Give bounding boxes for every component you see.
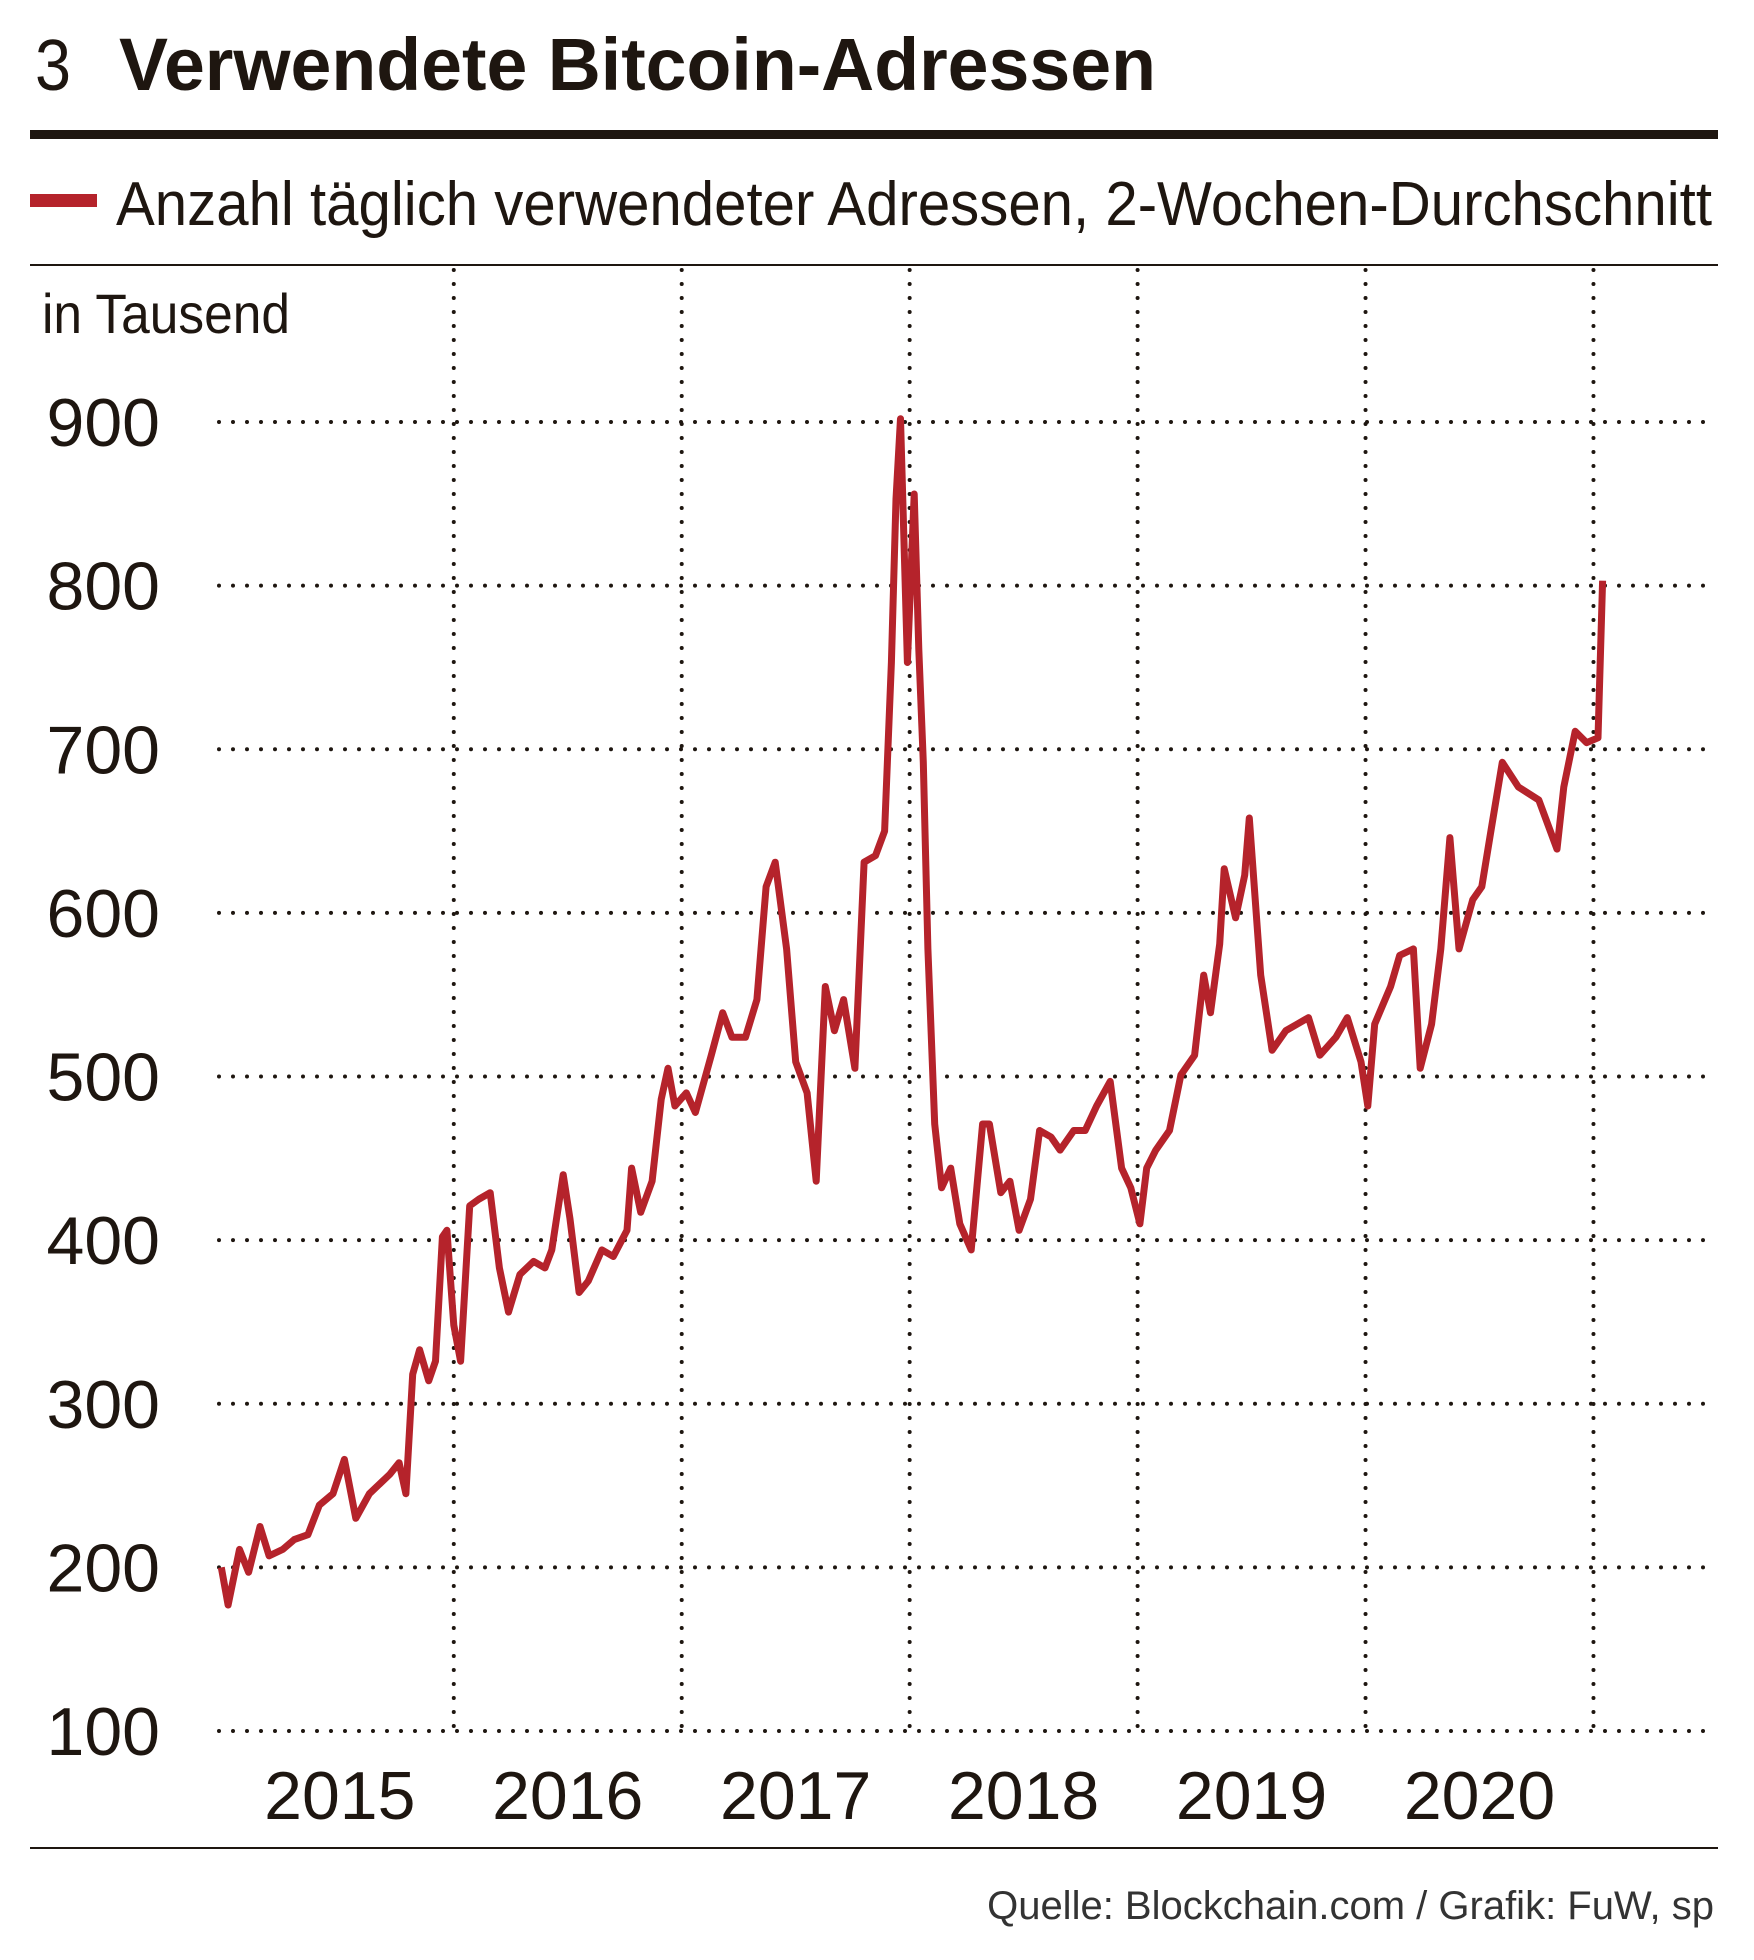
legend-label: Anzahl täglich verwendeter Adressen, 2-W… (116, 170, 1712, 239)
y-tick-label: 500 (47, 1040, 160, 1116)
chart-title: Verwendete Bitcoin-Adressen (119, 23, 1156, 106)
legend-swatch (30, 194, 97, 207)
y-tick-label: 400 (47, 1203, 160, 1279)
y-tick-label: 800 (47, 549, 160, 625)
x-tick-label: 2015 (264, 1758, 415, 1834)
y-tick-label: 100 (47, 1694, 160, 1770)
source: Quelle: Blockchain.com / Grafik: FuW, sp (987, 1884, 1714, 1928)
x-tick-label: 2018 (948, 1758, 1099, 1834)
x-tick-label: 2017 (720, 1758, 871, 1834)
bottom-rule (30, 1847, 1718, 1849)
chart-number: 3 (35, 26, 71, 106)
y-tick-label: 600 (47, 876, 160, 952)
y-axis-label: in Tausend (42, 282, 290, 345)
data-line (217, 415, 1607, 1609)
y-tick-label: 200 (47, 1530, 160, 1606)
title-rule (30, 130, 1718, 139)
y-tick-label: 300 (47, 1367, 160, 1443)
x-tick-label: 2020 (1404, 1758, 1555, 1834)
y-tick-label: 900 (47, 385, 160, 461)
x-tick-label: 2019 (1176, 1758, 1327, 1834)
x-tick-label: 2016 (492, 1758, 643, 1834)
legend-rule (30, 264, 1718, 266)
y-tick-label: 700 (47, 712, 160, 788)
